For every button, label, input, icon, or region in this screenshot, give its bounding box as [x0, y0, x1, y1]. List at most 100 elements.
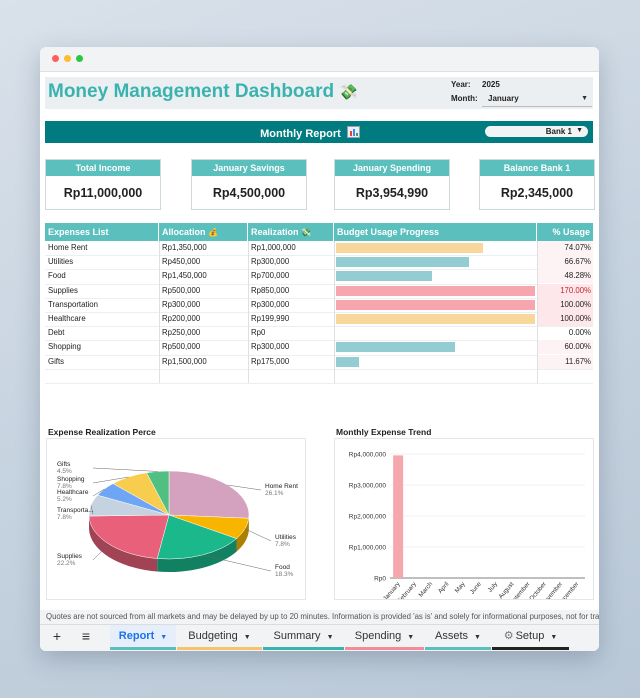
allocation-cell: Rp250,000 — [162, 328, 201, 338]
expense-name-cell: Supplies — [48, 285, 78, 295]
add-sheet-button[interactable]: + — [52, 628, 62, 644]
header-progress[interactable]: Budget Usage Progress — [334, 223, 537, 241]
budget-progress-bar — [336, 271, 433, 282]
table-row[interactable]: Healthcare Rp200,000 Rp199,990 100.00% — [45, 312, 593, 328]
usage-percent-cell: 74.07% — [537, 241, 593, 255]
allocation-cell: Rp1,350,000 — [162, 243, 207, 252]
sheet-tab-label: Spending — [354, 630, 402, 642]
expenses-table: Expenses List Allocation 💰 Realization 💸… — [45, 223, 593, 408]
month-select[interactable]: January ▼ — [482, 94, 592, 107]
pie-label: Utilities — [275, 534, 297, 541]
table-row[interactable]: Debt Rp250,000 Rp0 0.00% — [45, 326, 593, 342]
expense-name-cell: Food — [48, 271, 66, 281]
table-row[interactable]: Shopping Rp500,000 Rp300,000 60.00% — [45, 340, 593, 356]
pie-leader-line — [92, 476, 129, 484]
budget-progress-bar — [336, 314, 535, 324]
sheet-tab-budgeting[interactable]: Budgeting ▼ — [177, 625, 262, 650]
sheet-tab-label: Setup — [515, 630, 545, 642]
money-with-wings-icon: 💸 — [301, 228, 311, 237]
pie-slice-side — [89, 516, 158, 572]
chevron-down-icon[interactable]: ▼ — [160, 634, 168, 641]
pie-percent-label: 4.5% — [57, 468, 72, 475]
allocation-cell: Rp1,450,000 — [162, 271, 207, 281]
bank-select-value: Bank 1 — [545, 127, 572, 136]
allocation-cell: Rp450,000 — [162, 257, 201, 267]
realization-cell: Rp700,000 — [251, 271, 290, 281]
chevron-down-icon[interactable]: ▼ — [326, 634, 334, 641]
usage-percent-cell: 100.00% — [537, 297, 593, 312]
pie-percent-label: 22.2% — [57, 560, 76, 567]
bar-chart-icon — [346, 126, 360, 138]
x-tick-label: April — [437, 581, 450, 595]
chevron-down-icon: ▼ — [576, 127, 583, 134]
expense-name-cell: Gifts — [48, 356, 65, 366]
expense-name-cell: Shopping — [48, 342, 81, 352]
sheet-tab-setup[interactable]: ⚙ Setup ▼ — [492, 625, 569, 650]
close-window-button[interactable] — [52, 55, 59, 62]
bar-january[interactable] — [393, 455, 404, 578]
pie-chart: Home Rent26.1%Utilities7.8%Food18.3%Supp… — [57, 461, 298, 578]
table-row[interactable]: Food Rp1,450,000 Rp700,000 48.28% — [45, 269, 593, 285]
table-row[interactable]: Supplies Rp500,000 Rp850,000 170.00% — [45, 283, 593, 299]
realization-cell: Rp0 — [251, 328, 266, 338]
dashboard-header: Money Management Dashboard 💸 Year: 2025 … — [45, 77, 593, 109]
usage-percent-cell: 11.67% — [537, 354, 593, 369]
pie-slice-homerent[interactable] — [168, 470, 250, 519]
sheet-tab-label: Assets — [435, 630, 469, 642]
table-row[interactable]: Transportation Rp300,000 Rp300,000 100.00% — [45, 297, 593, 313]
budget-progress-bar — [336, 257, 469, 268]
sheet-tab-label: Report — [118, 630, 155, 642]
report-title: Monthly Report — [45, 126, 575, 140]
pie-slice-food[interactable] — [156, 514, 238, 560]
table-row[interactable]: Utilities Rp450,000 Rp300,000 66.67% — [45, 255, 593, 271]
chevron-down-icon[interactable]: ▼ — [550, 634, 558, 641]
pie-label: Home Rent — [265, 483, 298, 490]
header-realization[interactable]: Realization 💸 — [248, 223, 334, 241]
bank-select[interactable]: Bank 1 ▼ — [485, 126, 588, 137]
sheet-tab-assets[interactable]: Assets ▼ — [425, 625, 491, 650]
sheet-tab-bar: + ≡ Report ▼ Budgeting ▼ Summary ▼ Spending ▼ As… — [40, 624, 599, 651]
chevron-down-icon[interactable]: ▼ — [407, 634, 415, 641]
minimize-window-button[interactable] — [64, 55, 71, 62]
pie-leader-line — [244, 528, 272, 542]
all-sheets-menu-icon[interactable]: ≡ — [81, 628, 91, 644]
expense-name-cell: Debt — [48, 328, 65, 338]
chevron-down-icon[interactable]: ▼ — [474, 634, 481, 641]
chevron-down-icon[interactable]: ▼ — [243, 634, 251, 641]
spending-card: January Spending Rp3,954,990 — [334, 159, 450, 210]
header-allocation[interactable]: Allocation 💰 — [159, 223, 248, 241]
table-row[interactable]: Gifts Rp1,500,000 Rp175,000 11.67% — [45, 354, 593, 370]
bar-chart-title: Monthly Expense Trend — [336, 427, 432, 437]
header-expenses[interactable]: Expenses List — [45, 223, 159, 241]
bar-chart-panel[interactable]: Rp0 Rp1,000,000 Rp2,000,000 Rp3,000,000 Rp4,… — [334, 438, 594, 609]
sheet-tab-report[interactable]: Report ▼ — [110, 625, 176, 650]
sheet-tab-summary[interactable]: Summary ▼ — [263, 625, 344, 650]
expense-name-cell: Healthcare — [48, 314, 86, 323]
pie-slice-side — [236, 518, 249, 552]
pie-percent-label: 5.2% — [57, 496, 72, 503]
usage-percent-cell: 66.67% — [537, 255, 593, 270]
pie-slice-gifts[interactable] — [146, 470, 170, 516]
x-tick-label: May — [454, 580, 468, 594]
year-value[interactable]: 2025 — [482, 80, 500, 89]
balance-card: Balance Bank 1 Rp2,345,000 — [479, 159, 595, 210]
year-label: Year: — [451, 80, 471, 89]
savings-card: January Savings Rp4,500,000 — [191, 159, 307, 210]
pie-leader-line — [92, 467, 158, 472]
allocation-cell: Rp500,000 — [162, 285, 201, 295]
money-with-wings-icon: 💸 — [339, 84, 359, 101]
table-row[interactable] — [45, 369, 593, 384]
title-bar — [40, 47, 599, 72]
table-header: Expenses List Allocation 💰 Realization 💸… — [45, 223, 593, 241]
sheet-tab-spending[interactable]: Spending ▼ — [345, 625, 424, 650]
allocation-cell: Rp1,500,000 — [162, 356, 207, 366]
maximize-window-button[interactable] — [76, 55, 83, 62]
pie-slice-supplies[interactable] — [88, 514, 170, 559]
pie-percent-label: 7.8% — [275, 541, 290, 548]
table-row[interactable]: Home Rent Rp1,350,000 Rp1,000,000 74.07% — [45, 241, 593, 257]
usage-percent-cell: 60.00% — [537, 340, 593, 355]
bar-chart: Rp0 Rp1,000,000 Rp2,000,000 Rp3,000,000 Rp4,… — [349, 452, 585, 609]
header-usage[interactable]: % Usage — [552, 227, 590, 237]
card-value: Rp2,345,000 — [500, 186, 574, 200]
pie-chart-panel[interactable]: Home Rent 26.1% Utilities 7.8% Food 18.3% Supp… — [46, 438, 306, 600]
